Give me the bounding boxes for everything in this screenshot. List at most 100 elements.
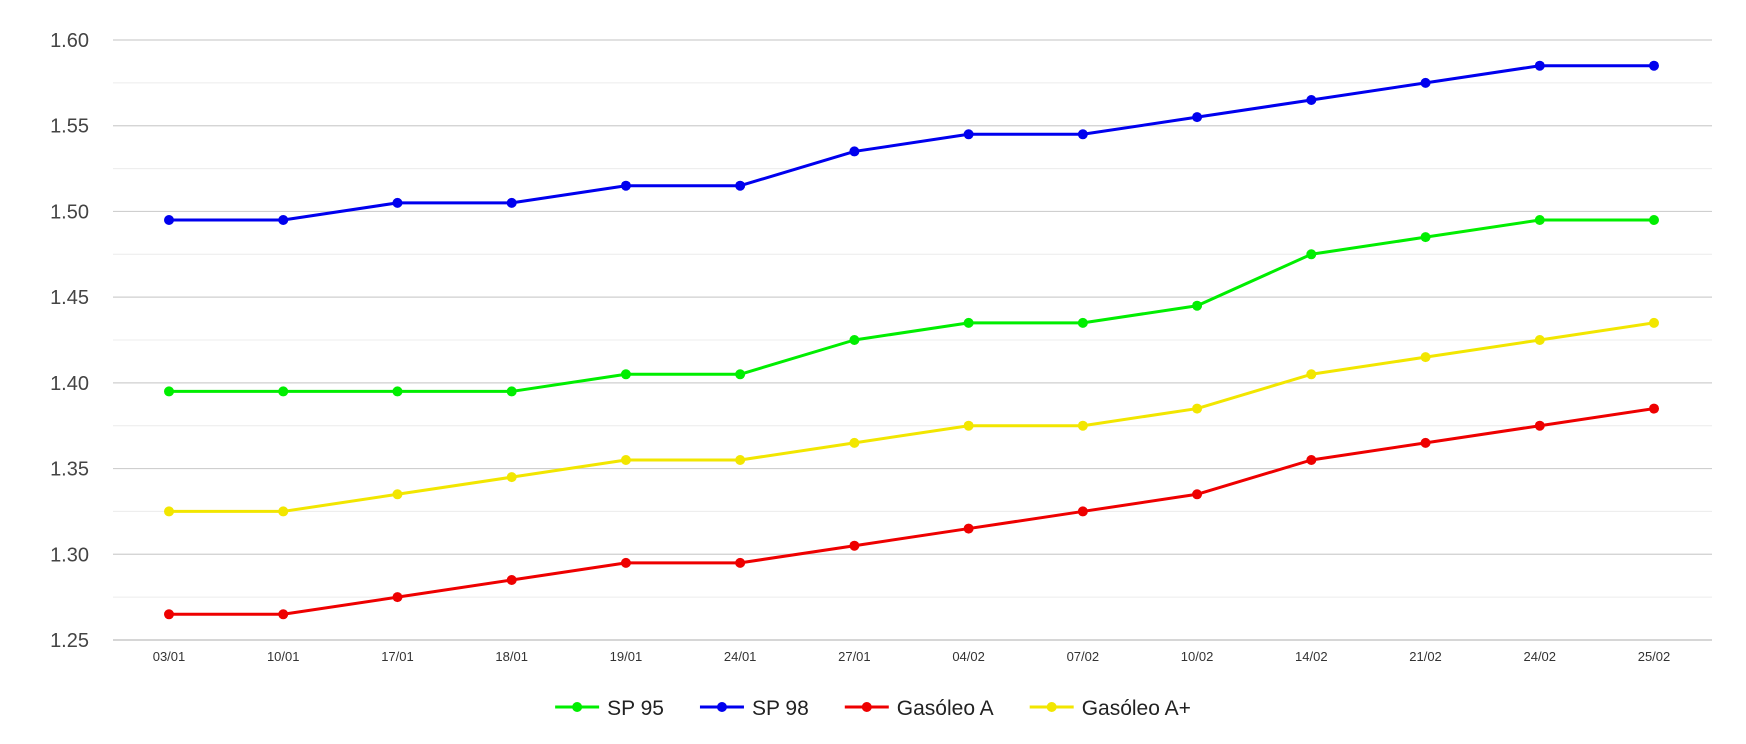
series-line [169,218,1654,393]
x-tick-label: 07/02 [1067,649,1100,664]
data-point [963,420,974,431]
data-point [1306,95,1317,105]
data-point [1077,317,1088,328]
data-point [1420,352,1431,363]
x-tick-label: 03/01 [153,649,186,664]
data-point [1420,232,1431,243]
data-point [506,575,517,585]
data-point [963,523,974,534]
data-point [506,386,517,397]
data-point [278,609,289,620]
data-point [1192,300,1203,311]
series-3 [164,317,1659,517]
x-tick-label: 17/01 [381,649,414,664]
y-tick-label: 1.55 [50,116,89,138]
y-tick-label: 1.35 [50,459,89,481]
data-point [963,317,974,328]
data-point [735,455,746,465]
series-line [169,64,1654,222]
series-2 [164,403,1659,620]
x-tick-label: 04/02 [952,649,985,664]
data-point [278,506,289,517]
y-tick-label: 1.30 [50,544,89,566]
data-point [735,180,746,191]
data-point [620,557,631,568]
series-1 [164,60,1659,225]
data-point [1649,215,1659,225]
data-point [278,386,289,397]
data-point [1077,506,1088,517]
data-point [735,557,746,568]
data-point [164,506,174,517]
data-point [1649,403,1659,414]
data-point [1534,215,1545,225]
data-point [164,609,174,620]
data-point [1534,335,1545,345]
x-tick-label: 24/02 [1523,649,1556,664]
data-point [1192,403,1203,414]
data-point [392,489,403,500]
data-point [392,197,403,208]
series-group [164,60,1659,620]
series-line [169,321,1655,513]
data-point [164,215,174,225]
data-point [506,472,517,483]
data-point [620,369,631,380]
data-point [1306,249,1317,260]
x-tick-label: 14/02 [1295,649,1328,664]
x-tick-label: 27/01 [838,649,871,664]
x-tick-label: 24/01 [724,649,757,664]
data-point [1306,369,1317,380]
data-point [620,455,631,465]
y-tick-label: 1.60 [50,30,89,52]
y-tick-label: 1.50 [50,201,89,223]
data-point [392,592,403,603]
data-point [278,215,289,225]
legend-item-0[interactable]: SP 95 [555,697,664,720]
legend-label: SP 95 [607,697,664,720]
data-point [1306,455,1317,465]
x-axis: 03/01 10/01 17/01 18/01 19/01 24/01 27/01 04/02… [153,649,1671,664]
grid-lines [113,39,1712,641]
data-point [164,386,174,397]
y-tick-label: 1.25 [50,630,89,652]
series-0 [164,215,1659,397]
legend-item-1[interactable]: SP 98 [699,697,809,720]
data-point [849,437,860,448]
data-point [1077,129,1088,140]
legend-label: Gasóleo A+ [1082,697,1191,720]
data-point [849,335,860,345]
x-tick-label: 18/01 [495,649,528,664]
data-point [392,386,403,397]
y-tick-label: 1.45 [50,287,89,309]
legend-item-2[interactable]: Gasóleo A [844,697,994,720]
data-point [1077,420,1088,431]
legend-label: SP 98 [752,697,809,720]
data-point [1649,60,1659,71]
data-point [735,369,746,380]
data-point [1534,420,1545,431]
y-axis: 1.25 1.30 1.35 1.40 1.45 1.50 1.55 1.60 [50,30,89,652]
data-point [1649,317,1659,328]
data-point [849,540,860,551]
data-point [620,180,631,191]
data-point [1192,489,1203,500]
legend-marker [572,702,583,712]
data-point [1420,77,1431,88]
data-point [1534,60,1545,71]
data-point [1192,112,1203,123]
series-line [169,407,1655,616]
x-tick-label: 10/01 [267,649,300,664]
legend-marker [861,702,872,712]
legend-label: Gasóleo A [897,697,994,720]
data-point [1420,437,1431,448]
y-tick-label: 1.40 [50,373,89,395]
data-point [849,146,860,157]
legend-item-3[interactable]: Gasóleo A+ [1029,697,1191,720]
data-point [506,197,517,208]
x-tick-label: 25/02 [1638,649,1671,664]
x-tick-label: 10/02 [1181,649,1214,664]
data-point [963,129,974,140]
x-tick-label: 19/01 [610,649,643,664]
